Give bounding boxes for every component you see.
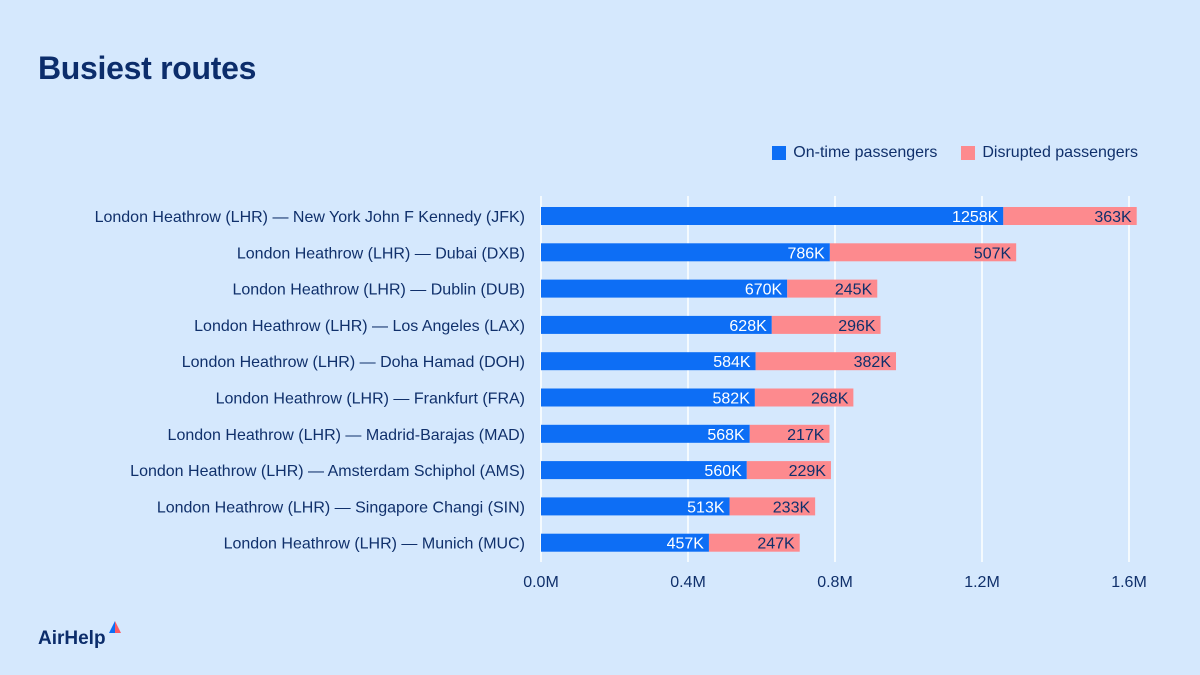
category-label: London Heathrow (LHR) — Madrid-Barajas (… — [168, 427, 525, 444]
bar-ontime — [541, 533, 709, 552]
bar-ontime — [541, 352, 756, 371]
category-label: London Heathrow (LHR) — Singapore Changi… — [157, 499, 525, 516]
data-label-ontime: 582K — [713, 391, 751, 408]
category-label: London Heathrow (LHR) — Los Angeles (LAX… — [194, 318, 525, 335]
airhelp-logo-mark-icon — [109, 621, 121, 633]
data-label-ontime: 513K — [687, 499, 725, 516]
data-label-ontime: 584K — [713, 354, 751, 371]
data-label-disrupted: 382K — [854, 354, 892, 371]
legend-item-disrupted: Disrupted passengers — [961, 144, 1138, 162]
bar-disrupted — [754, 388, 854, 407]
bar-disrupted — [829, 243, 1017, 262]
data-label-disrupted: 363K — [1094, 209, 1132, 226]
data-label-ontime: 457K — [667, 536, 705, 553]
bar-ontime — [541, 279, 788, 298]
legend-item-ontime: On-time passengers — [772, 144, 937, 162]
category-label: London Heathrow (LHR) — Doha Hamad (DOH) — [182, 354, 525, 371]
data-label-disrupted: 217K — [787, 427, 825, 444]
category-label: London Heathrow (LHR) — Dubai (DXB) — [237, 245, 525, 262]
x-tick-label: 1.2M — [964, 574, 1000, 591]
bar-disrupted — [787, 279, 878, 298]
category-label: London Heathrow (LHR) — New York John F … — [95, 209, 525, 226]
x-tick-label: 0.8M — [817, 574, 853, 591]
data-label-ontime: 628K — [729, 318, 767, 335]
x-tick-label: 1.6M — [1111, 574, 1147, 591]
bar-ontime — [541, 497, 730, 516]
category-label: London Heathrow (LHR) — Munich (MUC) — [224, 536, 525, 553]
legend: On-time passengers Disrupted passengers — [748, 144, 1138, 162]
legend-swatch-disrupted — [961, 146, 976, 160]
data-label-disrupted: 296K — [838, 318, 876, 335]
bar-ontime — [541, 388, 755, 407]
data-label-ontime: 568K — [707, 427, 745, 444]
bar-disrupted — [729, 497, 816, 516]
category-label: London Heathrow (LHR) — Amsterdam Schiph… — [130, 463, 525, 480]
data-label-ontime: 1258K — [952, 209, 999, 226]
x-tick-label: 0.0M — [523, 574, 559, 591]
bar-ontime — [541, 424, 750, 443]
legend-swatch-ontime — [772, 146, 787, 160]
chart-title: Busiest routes — [38, 50, 257, 86]
bar-disrupted — [749, 424, 830, 443]
data-label-disrupted: 268K — [811, 391, 849, 408]
bar-disrupted — [755, 352, 897, 371]
data-label-disrupted: 247K — [757, 536, 795, 553]
bar-disrupted — [746, 461, 831, 480]
data-label-ontime: 670K — [745, 282, 783, 299]
data-label-ontime: 560K — [704, 463, 742, 480]
bar-ontime — [541, 207, 1004, 225]
bar-ontime — [541, 315, 772, 334]
bar-disrupted — [1003, 207, 1137, 225]
legend-label-disrupted: Disrupted passengers — [982, 144, 1138, 161]
data-label-disrupted: 229K — [789, 463, 827, 480]
data-label-ontime: 786K — [787, 245, 825, 262]
bar-ontime — [541, 461, 747, 480]
category-label: London Heathrow (LHR) — Frankfurt (FRA) — [216, 391, 525, 408]
legend-label-ontime: On-time passengers — [793, 144, 938, 161]
x-tick-label: 0.4M — [670, 574, 706, 591]
bar-ontime — [541, 243, 830, 262]
category-label: London Heathrow (LHR) — Dublin (DUB) — [232, 282, 525, 299]
brand-logo: AirHelp — [38, 628, 106, 649]
data-label-disrupted: 507K — [974, 245, 1012, 262]
data-label-disrupted: 233K — [773, 499, 811, 516]
bar-disrupted — [708, 533, 800, 552]
data-label-disrupted: 245K — [835, 282, 873, 299]
bar-disrupted — [771, 315, 881, 334]
